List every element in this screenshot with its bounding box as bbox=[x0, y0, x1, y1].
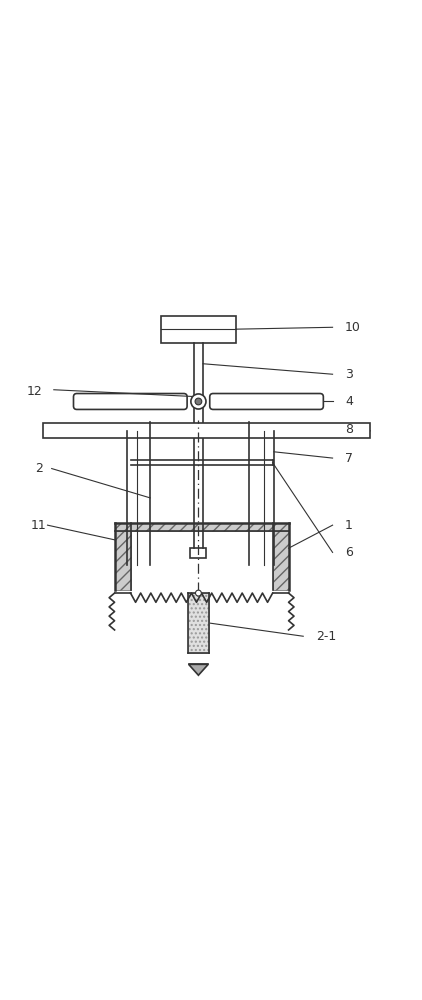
Text: 7: 7 bbox=[345, 452, 353, 465]
Text: 2-1: 2-1 bbox=[316, 630, 336, 643]
Text: 2: 2 bbox=[35, 462, 43, 475]
Circle shape bbox=[195, 590, 201, 596]
Text: 4: 4 bbox=[345, 395, 353, 408]
Text: 3: 3 bbox=[345, 368, 353, 381]
Polygon shape bbox=[273, 523, 289, 590]
Bar bbox=[190, 548, 206, 558]
Text: 6: 6 bbox=[345, 546, 353, 559]
FancyBboxPatch shape bbox=[73, 394, 187, 409]
Polygon shape bbox=[43, 423, 370, 438]
Polygon shape bbox=[115, 523, 130, 590]
Text: 11: 11 bbox=[31, 519, 46, 532]
Circle shape bbox=[195, 398, 202, 405]
Text: 10: 10 bbox=[345, 321, 361, 334]
Polygon shape bbox=[187, 593, 209, 653]
Text: 8: 8 bbox=[345, 423, 353, 436]
Text: 1: 1 bbox=[345, 519, 353, 532]
Polygon shape bbox=[189, 664, 208, 675]
Text: 12: 12 bbox=[27, 385, 42, 398]
Polygon shape bbox=[115, 523, 289, 531]
Circle shape bbox=[191, 394, 206, 409]
FancyBboxPatch shape bbox=[210, 394, 323, 409]
